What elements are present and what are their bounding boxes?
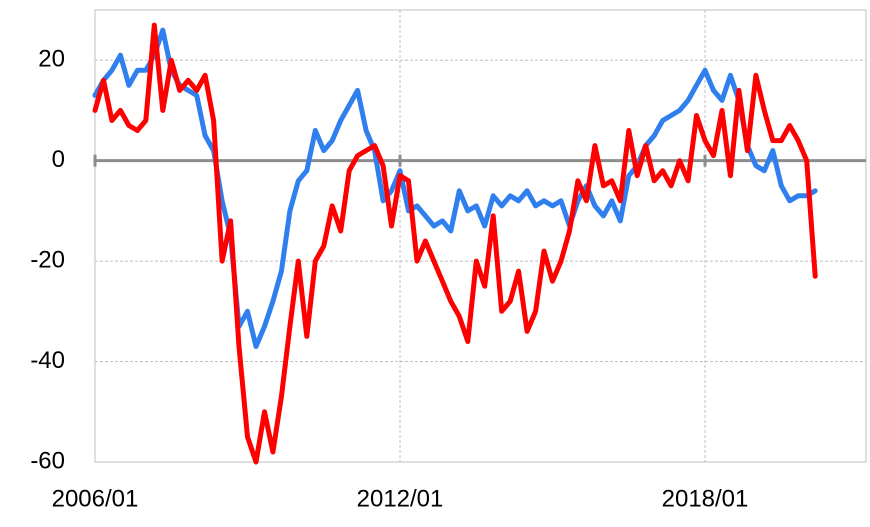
x-tick-label: 2018/01 [662, 485, 749, 512]
x-tick-label: 2012/01 [357, 485, 444, 512]
plot-frame [94, 9, 867, 463]
x-tick-label: 2006/01 [52, 485, 139, 512]
y-tick-label: 0 [52, 146, 65, 173]
y-tick-label: 20 [38, 46, 65, 73]
y-tick-label: -60 [30, 447, 65, 474]
y-tick-label: -40 [30, 347, 65, 374]
series-line [92, 22, 818, 465]
y-tick-label: -20 [30, 246, 65, 273]
